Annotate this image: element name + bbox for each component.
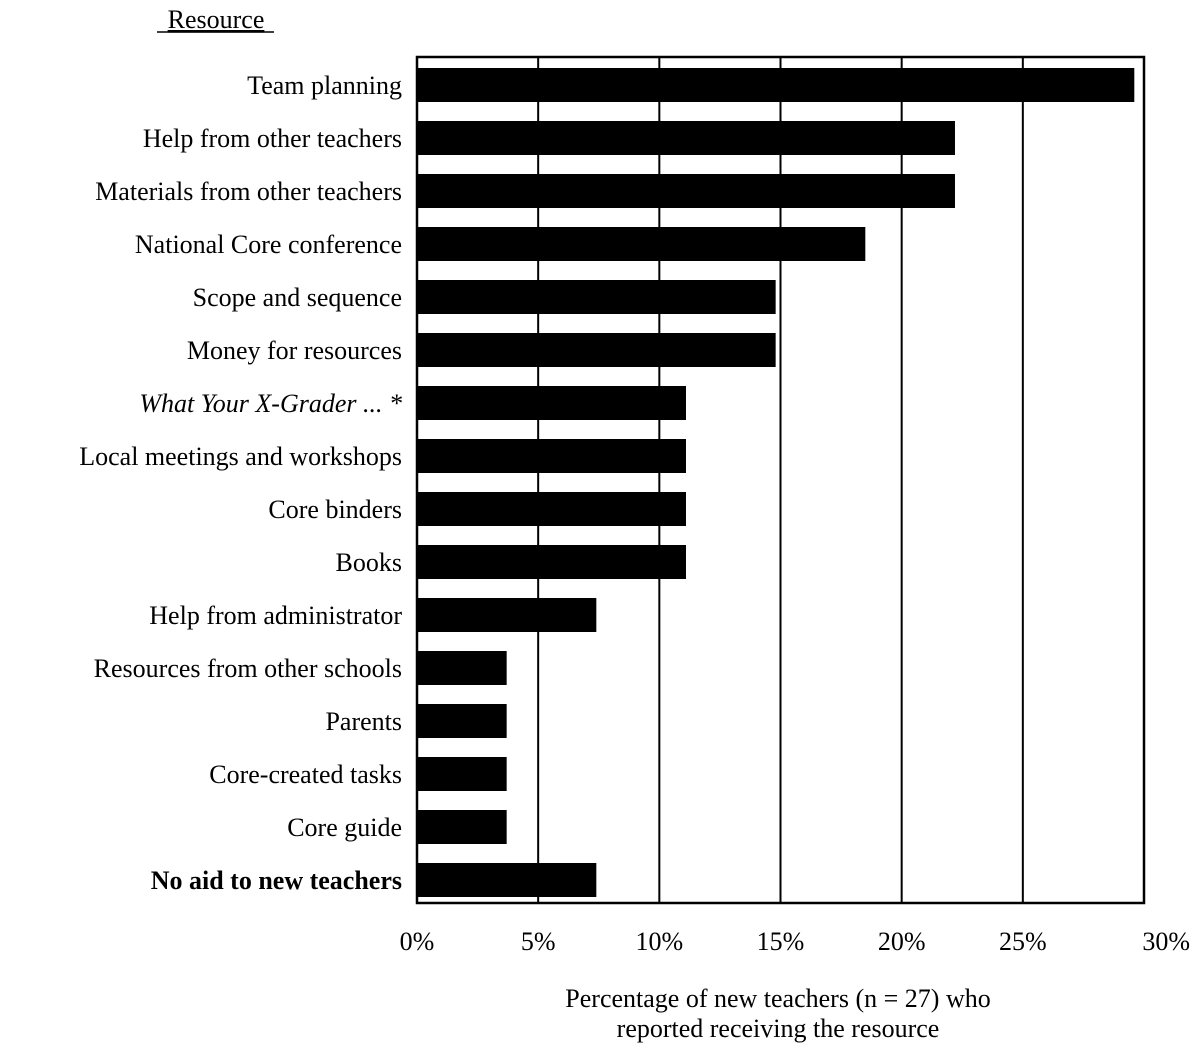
category-label: Core guide	[287, 813, 402, 842]
category-label: What Your X-Grader ... *	[139, 389, 402, 418]
bar	[417, 174, 955, 208]
category-label: National Core conference	[135, 230, 402, 259]
x-axis-title-line-1: Percentage of new teachers (n = 27) who	[565, 984, 990, 1013]
bar	[417, 227, 866, 261]
bar	[417, 492, 686, 526]
bar	[417, 598, 597, 632]
bar	[417, 333, 776, 367]
x-tick-label: 20%	[878, 927, 926, 956]
x-tick-label: 0%	[400, 927, 435, 956]
x-tick-label: 5%	[521, 927, 556, 956]
bar	[417, 757, 507, 791]
category-label: Scope and sequence	[193, 283, 402, 312]
category-label: Money for resources	[187, 336, 402, 365]
bar	[417, 704, 507, 738]
bar	[417, 651, 507, 685]
category-label: Local meetings and workshops	[79, 442, 402, 471]
plot-frame	[415, 55, 1146, 905]
category-label: Core binders	[268, 495, 402, 524]
bar	[417, 810, 507, 844]
category-label: Help from administrator	[149, 601, 402, 630]
x-tick-label: 30%	[1142, 927, 1190, 956]
x-tick-label: 10%	[635, 927, 683, 956]
x-axis-title-line-2: reported receiving the resource	[617, 1014, 940, 1043]
x-tick-labels: 0% 5% 10% 15% 20% 25% 30%	[400, 927, 1190, 956]
category-label: No aid to new teachers	[151, 866, 402, 895]
x-tick-label: 15%	[757, 927, 805, 956]
bar	[417, 439, 686, 473]
category-label: Resources from other schools	[94, 654, 402, 683]
category-label: Help from other teachers	[143, 124, 402, 153]
category-label: Team planning	[247, 71, 402, 100]
bar	[417, 863, 597, 897]
category-label: Parents	[325, 707, 402, 736]
category-labels: Team planning Help from other teachers Mat…	[79, 71, 402, 895]
bar	[417, 386, 686, 420]
category-label: Core-created tasks	[209, 760, 402, 789]
bars	[417, 68, 1135, 897]
category-label: Materials from other teachers	[95, 177, 402, 206]
category-axis-title: Resource	[168, 5, 265, 34]
x-tick-label: 25%	[999, 927, 1047, 956]
bar	[417, 545, 686, 579]
bar	[417, 68, 1135, 102]
bar	[417, 121, 955, 155]
bar	[417, 280, 776, 314]
category-label: Books	[336, 548, 402, 577]
